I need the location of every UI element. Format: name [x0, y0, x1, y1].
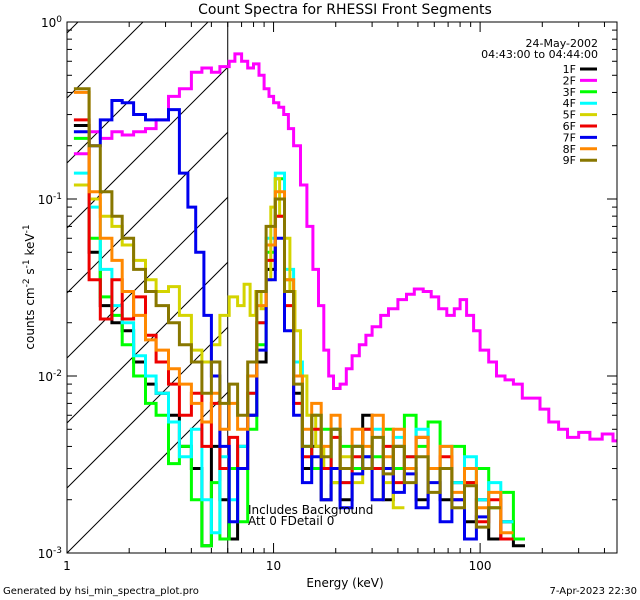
background-annotation: Includes Background Att 0 FDetail 0 — [248, 503, 373, 528]
plot-frame — [66, 21, 618, 554]
y-axis-label-mid1: s — [23, 268, 37, 278]
legend-label-9f: 9F — [563, 154, 576, 167]
hatch-line — [67, 196, 228, 359]
y-tick-label: 10-1 — [38, 192, 62, 207]
legend-label-1f: 1F — [563, 63, 576, 76]
y-axis-label-exp3: -1 — [22, 224, 32, 233]
hatch-line — [67, 261, 228, 424]
x-tick-label: 10 — [266, 559, 281, 573]
series-line-9f — [73, 87, 501, 529]
series-layer — [73, 52, 617, 548]
hatch-line — [67, 391, 228, 553]
y-axis-label-exp2: -1 — [22, 259, 32, 268]
hatch-lines — [67, 22, 228, 553]
x-tick-label: 1 — [63, 559, 71, 573]
y-axis-label-base: counts cm — [23, 287, 37, 349]
hatch-line — [67, 326, 228, 489]
legend-label-6f: 6F — [563, 120, 576, 133]
x-tick-label: 100 — [469, 559, 492, 573]
x-axis-label: Energy (keV) — [306, 576, 383, 590]
legend-label-3f: 3F — [563, 86, 576, 99]
footer-timestamp: 7-Apr-2023 22:30 — [550, 586, 637, 597]
y-tick-label: 10-3 — [38, 546, 62, 561]
hatch-line — [67, 131, 228, 294]
x-axis: 1 10 100 — [63, 22, 605, 573]
legend-label-8f: 8F — [563, 143, 576, 156]
legend-label-2f: 2F — [563, 74, 576, 87]
legend-label-4f: 4F — [563, 97, 576, 110]
hatch-line — [67, 22, 209, 164]
date-label: 24-May-2002 — [526, 37, 598, 50]
footer-generator: Generated by hsi_min_spectra_plot.pro — [3, 586, 199, 597]
y-tick-label: 10-2 — [38, 369, 62, 384]
time-range-label: 04:43:00 to 04:44:00 — [481, 48, 598, 61]
y-axis-label-exp1: -2 — [22, 278, 32, 287]
legend-label-7f: 7F — [563, 131, 576, 144]
annotation-line-1: Includes Background — [248, 503, 373, 517]
attenuator-hatch — [67, 22, 228, 553]
annotation-line-2: Att 0 FDetail 0 — [248, 514, 334, 528]
series-line-8f — [73, 90, 514, 535]
legend-label-5f: 5F — [563, 109, 576, 122]
hatch-line — [67, 66, 228, 229]
series-line-2f — [73, 52, 617, 443]
y-tick-label: 100 — [41, 15, 62, 30]
chart-title: Count Spectra for RHESSI Front Segments — [198, 2, 492, 18]
y-axis-label-mid2: keV — [23, 233, 37, 260]
y-axis: 10-3 10-2 10-1 100 — [38, 15, 617, 561]
series-line-5f — [73, 177, 405, 510]
y-axis-label: counts cm-2 s-1 keV-1 — [22, 224, 37, 349]
